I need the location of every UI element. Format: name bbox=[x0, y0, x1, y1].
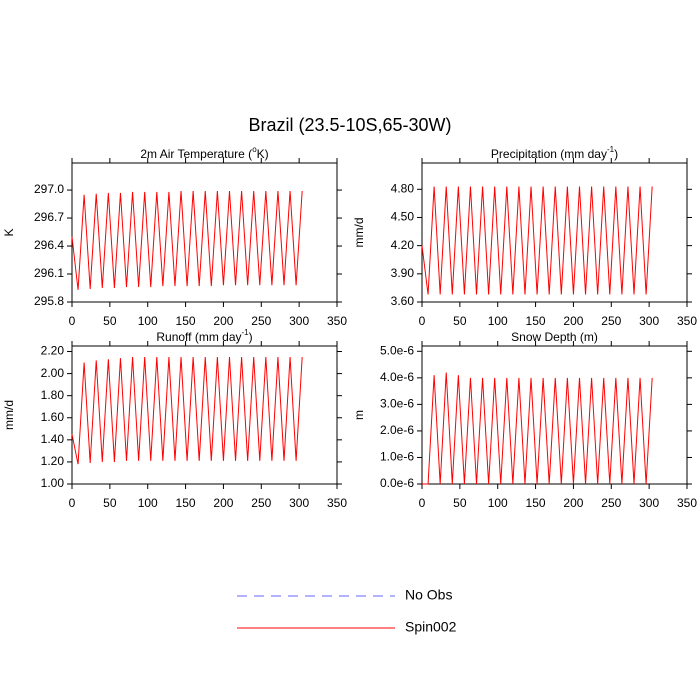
y-tick-label: 4.80 bbox=[391, 181, 415, 195]
y-tick-label: 296.4 bbox=[34, 238, 64, 252]
x-tick-label: 350 bbox=[677, 496, 697, 510]
x-tick-label: 200 bbox=[213, 496, 233, 510]
x-tick-label: 200 bbox=[563, 314, 583, 328]
y-tick-label: 3.90 bbox=[391, 266, 415, 280]
y-tick-label: 2.00 bbox=[41, 366, 65, 380]
x-tick-label: 0 bbox=[69, 496, 76, 510]
x-tick-label: 150 bbox=[176, 496, 196, 510]
x-tick-label: 350 bbox=[327, 314, 347, 328]
y-tick-label: 2.0e-6 bbox=[380, 423, 414, 437]
y-tick-label: 1.80 bbox=[41, 388, 65, 402]
y-tick-label: 4.50 bbox=[391, 210, 415, 224]
x-tick-label: 300 bbox=[289, 496, 309, 510]
x-tick-label: 50 bbox=[453, 496, 467, 510]
legend-label: Spin002 bbox=[405, 619, 457, 635]
panel-title: 2m Air Temperature (oK) bbox=[140, 145, 268, 161]
x-tick-label: 250 bbox=[601, 314, 621, 328]
y-axis-label: mm/d bbox=[352, 218, 366, 248]
plot-frame bbox=[421, 162, 688, 303]
x-tick-label: 150 bbox=[526, 314, 546, 328]
x-tick-label: 250 bbox=[251, 496, 271, 510]
panel-title: Runoff (mm day-1) bbox=[156, 328, 252, 344]
legend-label: No Obs bbox=[405, 587, 452, 603]
data-line bbox=[71, 190, 303, 290]
x-tick-label: 150 bbox=[526, 496, 546, 510]
y-tick-label: 4.20 bbox=[391, 238, 415, 252]
x-tick-label: 100 bbox=[138, 314, 158, 328]
x-tick-label: 50 bbox=[453, 314, 467, 328]
y-tick-label: 1.40 bbox=[41, 432, 65, 446]
y-tick-label: 4.0e-6 bbox=[380, 370, 414, 384]
x-tick-label: 300 bbox=[639, 496, 659, 510]
y-tick-label: 1.60 bbox=[41, 410, 65, 424]
y-tick-label: 0.0e-6 bbox=[380, 476, 414, 490]
x-tick-label: 350 bbox=[677, 314, 697, 328]
x-tick-label: 350 bbox=[327, 496, 347, 510]
panel-title: Precipitation (mm day-1) bbox=[491, 145, 618, 161]
y-axis-label: mm/d bbox=[2, 400, 16, 430]
plot-frame bbox=[421, 345, 688, 485]
x-tick-label: 300 bbox=[289, 314, 309, 328]
x-tick-label: 200 bbox=[213, 314, 233, 328]
figure-title: Brazil (23.5-10S,65-30W) bbox=[248, 115, 451, 135]
x-tick-label: 300 bbox=[639, 314, 659, 328]
y-tick-label: 5.0e-6 bbox=[380, 343, 414, 357]
x-tick-label: 50 bbox=[103, 314, 117, 328]
y-tick-label: 297.0 bbox=[34, 182, 64, 196]
y-tick-label: 3.60 bbox=[391, 294, 415, 308]
y-tick-label: 1.20 bbox=[41, 454, 65, 468]
y-tick-label: 296.1 bbox=[34, 266, 64, 280]
y-tick-label: 296.7 bbox=[34, 210, 64, 224]
x-tick-label: 250 bbox=[251, 314, 271, 328]
plot-frame bbox=[71, 345, 338, 485]
y-axis-label: K bbox=[2, 228, 16, 236]
plot-frame bbox=[71, 162, 338, 303]
x-tick-label: 0 bbox=[419, 314, 426, 328]
x-tick-label: 100 bbox=[488, 496, 508, 510]
data-line bbox=[421, 186, 653, 295]
x-tick-label: 50 bbox=[103, 496, 117, 510]
y-tick-label: 2.20 bbox=[41, 344, 65, 358]
x-tick-label: 100 bbox=[138, 496, 158, 510]
x-tick-label: 100 bbox=[488, 314, 508, 328]
y-tick-label: 1.0e-6 bbox=[380, 450, 414, 464]
x-tick-label: 150 bbox=[176, 314, 196, 328]
data-line bbox=[71, 357, 303, 465]
x-tick-label: 200 bbox=[563, 496, 583, 510]
y-tick-label: 295.8 bbox=[34, 294, 64, 308]
x-tick-label: 0 bbox=[419, 496, 426, 510]
y-axis-label: m bbox=[352, 410, 366, 420]
y-tick-label: 3.0e-6 bbox=[380, 397, 414, 411]
data-line bbox=[422, 372, 653, 485]
y-tick-label: 1.00 bbox=[41, 476, 65, 490]
panel-title: Snow Depth (m) bbox=[511, 330, 598, 344]
x-tick-label: 0 bbox=[69, 314, 76, 328]
x-tick-label: 250 bbox=[601, 496, 621, 510]
